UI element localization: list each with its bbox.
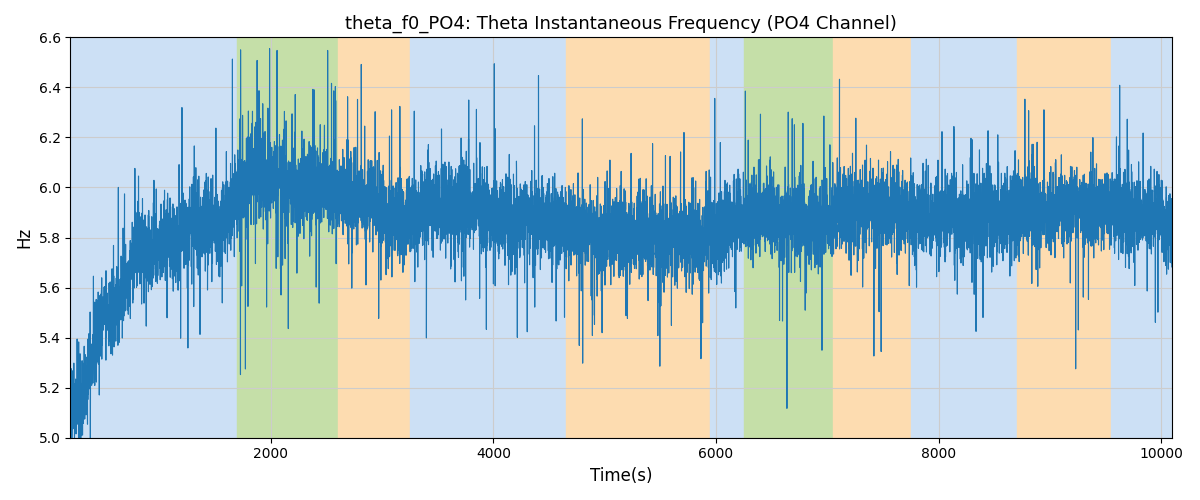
Bar	[565, 38, 710, 438]
X-axis label: Time(s): Time(s)	[590, 467, 653, 485]
Bar	[911, 38, 1016, 438]
Title: theta_f0_PO4: Theta Instantaneous Frequency (PO4 Channel): theta_f0_PO4: Theta Instantaneous Freque…	[346, 15, 898, 34]
Bar	[710, 38, 744, 438]
Bar	[833, 38, 911, 438]
Bar	[238, 38, 337, 438]
Bar	[744, 38, 833, 438]
Bar	[410, 38, 565, 438]
Bar	[1016, 38, 1111, 438]
Bar	[71, 38, 238, 438]
Bar	[337, 38, 410, 438]
Bar	[1111, 38, 1172, 438]
Y-axis label: Hz: Hz	[14, 227, 32, 248]
